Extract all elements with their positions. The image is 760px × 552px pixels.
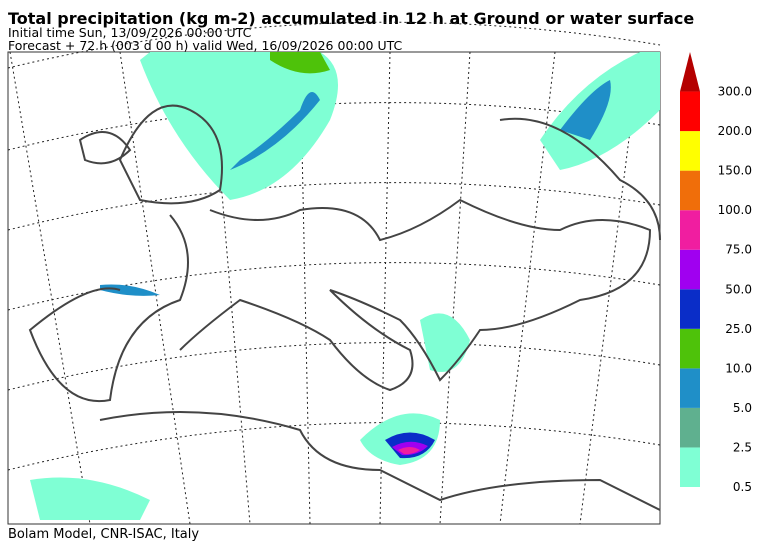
- colorbar-label: 200.0: [718, 124, 752, 138]
- map: [7, 21, 661, 525]
- colorbar-segment: [680, 131, 700, 171]
- footer: Bolam Model, CNR-ISAC, Italy: [8, 527, 199, 542]
- colorbar-label: 10.0: [725, 361, 752, 375]
- colorbar: 0.5 2.5 5.0 10.0 25.0 50.0 75.0 100.0 150.0 200.0…: [680, 52, 752, 494]
- colorbar-label: 2.5: [733, 440, 752, 454]
- colorbar-segment: [680, 210, 700, 250]
- precipitation: [30, 52, 660, 520]
- coastlines: [28, 104, 661, 511]
- colorbar-label: 300.0: [718, 85, 752, 99]
- colorbar-segment: [680, 289, 700, 329]
- colorbar-segment: [680, 447, 700, 487]
- colorbar-segment: [680, 328, 700, 369]
- colorbar-segment: [680, 91, 700, 132]
- colorbar-label: 100.0: [718, 203, 752, 217]
- colorbar-label: 25.0: [725, 322, 752, 336]
- graticule: [7, 21, 661, 525]
- colorbar-label: 150.0: [718, 164, 752, 178]
- colorbar-label: 50.0: [725, 282, 752, 296]
- colorbar-label: 0.5: [733, 480, 752, 494]
- colorbar-arrow: [680, 52, 700, 92]
- colorbar-segment: [680, 368, 700, 408]
- title: Total precipitation (kg m-2) accumulated…: [8, 9, 694, 28]
- init-time: Initial time Sun, 13/09/2026 00:00 UTC: [8, 25, 252, 40]
- forecast-time: Forecast + 72 h (003 d 00 h) valid Wed, …: [8, 38, 403, 53]
- colorbar-segment: [680, 170, 700, 211]
- colorbar-segment: [680, 249, 700, 290]
- colorbar-label: 5.0: [733, 401, 752, 415]
- colorbar-label: 75.0: [725, 243, 752, 257]
- colorbar-segment: [680, 407, 700, 448]
